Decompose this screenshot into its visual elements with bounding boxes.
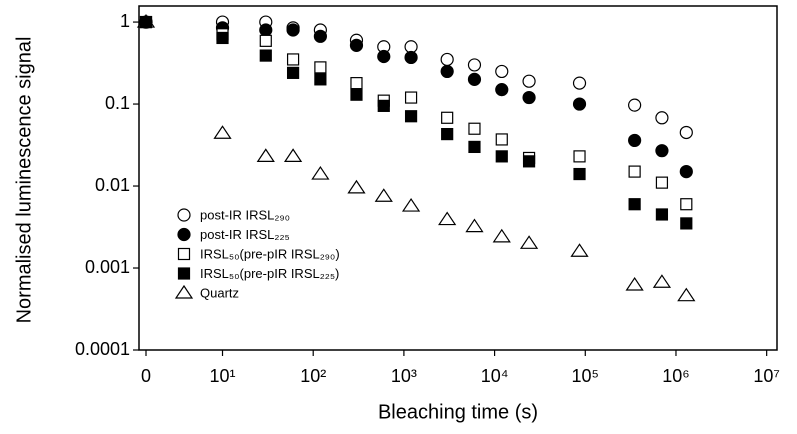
data-point (570, 243, 589, 257)
legend-marker (177, 267, 191, 280)
data-point (404, 91, 418, 104)
data-point (438, 211, 457, 226)
data-point (522, 155, 536, 168)
legend-label: Quartz (200, 285, 239, 300)
y-tick-label: 1 (120, 11, 130, 31)
x-tick-label: 0 (141, 366, 151, 386)
legend-marker (177, 208, 191, 222)
data-point (467, 72, 482, 86)
data-point (350, 77, 363, 90)
data-point (259, 49, 272, 62)
data-point (283, 148, 303, 162)
data-point (628, 198, 641, 211)
legend-label: IRSL₅₀(pre-pIR IRSL₂₉₀) (200, 246, 340, 261)
data-point (377, 49, 391, 64)
data-point (311, 165, 330, 180)
x-tick-label: 10² (300, 366, 326, 386)
data-point (441, 111, 454, 124)
data-point (628, 165, 641, 178)
legend-marker (177, 227, 191, 242)
data-point (655, 176, 669, 189)
data-point (468, 140, 481, 154)
data-point (404, 50, 418, 65)
plot-frame (138, 5, 778, 351)
data-point (313, 29, 327, 43)
data-point (286, 66, 300, 79)
x-tick-label: 10¹ (210, 366, 236, 386)
data-point (625, 276, 644, 291)
data-point (679, 125, 693, 140)
y-tick-label: 0.001 (85, 257, 130, 277)
data-point (286, 23, 300, 37)
data-point (350, 88, 363, 101)
data-point (377, 99, 390, 112)
data-point (652, 274, 672, 288)
data-point (573, 167, 586, 181)
data-point (677, 287, 696, 302)
legend-label: IRSL₅₀(pre-pIR IRSL₂₂₅) (200, 266, 339, 281)
data-point (401, 197, 421, 212)
data-point (314, 61, 327, 74)
x-tick-label: 10⁷ (753, 366, 780, 386)
data-point (467, 58, 482, 72)
data-point (259, 34, 272, 47)
data-point (679, 164, 693, 179)
data-point (522, 90, 536, 105)
legend-label: post-IR IRSL₂₂₅ (200, 227, 290, 242)
data-point (655, 208, 669, 221)
data-point (495, 150, 508, 163)
data-point (256, 148, 275, 162)
data-point (465, 218, 484, 233)
data-point (136, 13, 156, 28)
legend-label: post-IR IRSL₂₉₀ (200, 207, 290, 222)
data-point (492, 228, 511, 243)
data-point (628, 133, 642, 148)
legend-marker (174, 284, 194, 299)
x-tick-label: 10³ (391, 366, 417, 386)
data-point (286, 53, 300, 66)
data-point (495, 83, 509, 97)
data-point (259, 23, 273, 37)
data-point (572, 97, 587, 111)
data-point (655, 111, 669, 125)
x-tick-label: 10⁴ (481, 366, 509, 386)
data-point (495, 64, 509, 79)
data-point (441, 127, 454, 141)
data-point (655, 144, 669, 158)
data-point (374, 188, 393, 202)
data-point (440, 52, 454, 67)
y-tick-label: 0.1 (105, 93, 130, 113)
data-point (349, 38, 364, 52)
x-tick-label: 10⁶ (662, 366, 689, 386)
legend-marker (177, 247, 191, 261)
y-tick-label: 0.01 (95, 175, 130, 195)
data-point (573, 150, 586, 163)
data-point (680, 217, 693, 230)
data-point (440, 64, 454, 79)
y-tick-label: 0.0001 (75, 339, 130, 359)
data-point (519, 235, 539, 249)
x-axis-title: Bleaching time (s) (378, 401, 538, 423)
data-point (347, 179, 366, 194)
data-point (495, 133, 508, 146)
data-point (522, 74, 536, 88)
data-point (628, 98, 642, 112)
data-point (213, 125, 232, 139)
y-axis-title: Normalised luminescence signal (13, 37, 35, 324)
data-point (314, 73, 327, 86)
data-point (572, 76, 587, 90)
data-point (468, 122, 481, 135)
x-tick-label: 10⁵ (572, 366, 599, 386)
data-point (404, 110, 418, 123)
data-point (216, 31, 229, 45)
data-point (680, 198, 693, 211)
